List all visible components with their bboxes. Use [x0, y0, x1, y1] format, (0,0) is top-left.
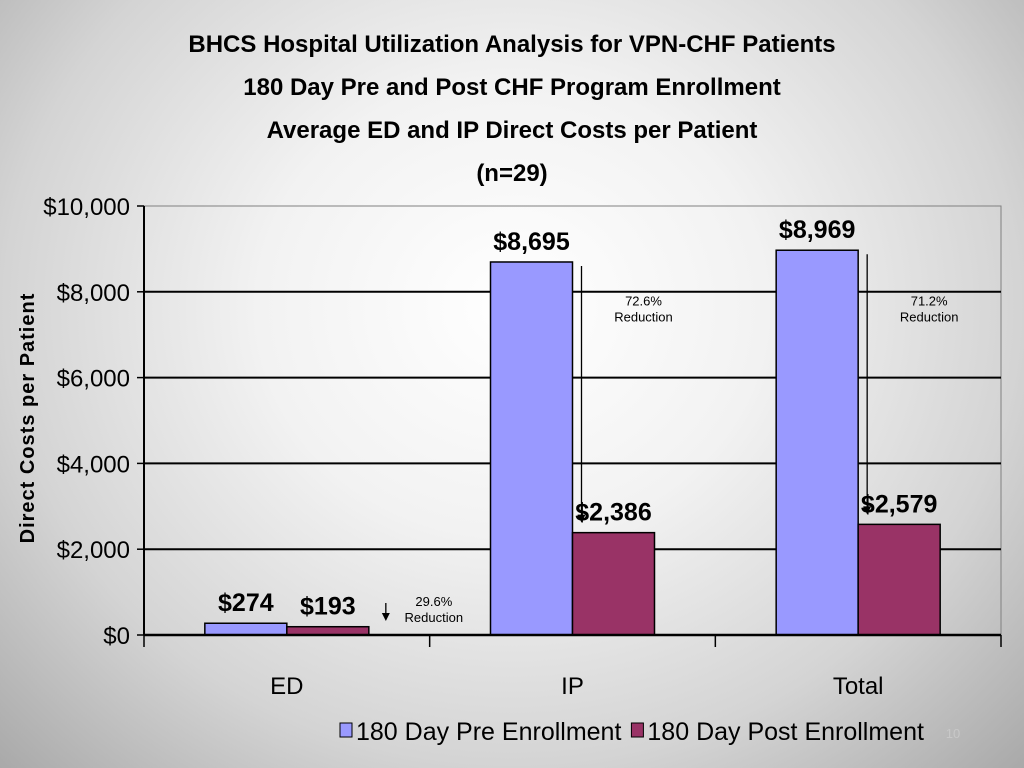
x-tick-label: IP: [561, 673, 584, 700]
x-tick-label: ED: [270, 673, 303, 700]
y-tick-label: $8,000: [57, 280, 130, 307]
y-tick-label: $4,000: [57, 451, 130, 478]
reduction-annotation-text: 72.6%: [625, 293, 662, 308]
data-label: $8,695: [493, 228, 570, 256]
y-tick-label: $6,000: [57, 366, 130, 393]
reduction-annotation-text: Reduction: [900, 309, 959, 324]
reduction-arrowhead: [863, 506, 872, 515]
legend-swatch: [339, 722, 353, 738]
reduction-arrowhead: [381, 613, 390, 621]
x-axis-ticks: ED IP Total: [143, 635, 1002, 700]
y-axis-label: Direct Costs per Patient: [17, 293, 39, 544]
reduction-annotation-text: 71.2%: [911, 293, 948, 308]
chart-title-line: Average ED and IP Direct Costs per Patie…: [267, 117, 758, 144]
data-label: $193: [300, 593, 356, 621]
reduction-annotation-text: 29.6%: [415, 594, 452, 609]
bars: [204, 249, 941, 636]
data-label: $2,386: [575, 499, 651, 527]
legend-label: 180 Day Pre Enrollment: [356, 718, 621, 746]
y-tick-label: $2,000: [57, 537, 130, 564]
bar-ed-pre: [204, 622, 288, 636]
bar-total-post: [857, 523, 941, 636]
y-axis-ticks: $0 $2,000 $4,000 $6,000 $8,000 $10,000: [43, 194, 145, 650]
bar-total-pre: [775, 249, 859, 636]
reduction-annotation-text: Reduction: [405, 610, 464, 625]
data-label: $8,969: [779, 216, 855, 244]
y-tick-label: $10,000: [43, 194, 130, 221]
legend-label: 180 Day Post Enrollment: [647, 718, 924, 746]
y-tick-label: $0: [103, 623, 130, 650]
legend-swatch: [630, 722, 644, 738]
chart-title-line: BHCS Hospital Utilization Analysis for V…: [188, 31, 835, 58]
reduction-arrowhead: [577, 514, 586, 523]
data-label: $274: [218, 589, 274, 617]
bar-ip-post: [571, 531, 656, 636]
bar-ip-pre: [489, 261, 574, 636]
legend: 180 Day Pre Enrollment 180 Day Post Enrol…: [339, 718, 924, 746]
reduction-annotation-text: Reduction: [614, 309, 673, 324]
page-number: 10: [946, 726, 960, 741]
chart-title: BHCS Hospital Utilization Analysis for V…: [188, 31, 835, 187]
chart-title-line: (n=29): [476, 160, 547, 187]
x-tick-label: Total: [833, 673, 884, 700]
reduction-annotations: 29.6%Reduction72.6%Reduction71.2%Reducti…: [405, 293, 959, 625]
reduction-arrows: [381, 254, 872, 621]
data-label: $2,579: [861, 490, 937, 518]
data-labels: $274 $193 $8,695 $2,386 $8,969 $2,579: [144, 216, 1001, 637]
chart-title-line: 180 Day Pre and Post CHF Program Enrollm…: [243, 74, 780, 101]
